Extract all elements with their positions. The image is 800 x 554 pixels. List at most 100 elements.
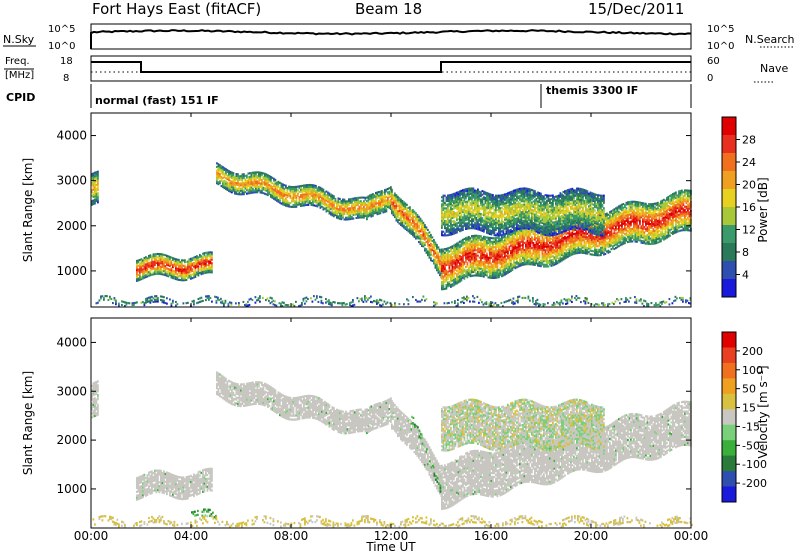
- heatmap-cell: [261, 184, 263, 187]
- heatmap-cell: [282, 196, 284, 199]
- heatmap-cell: [289, 187, 292, 190]
- heatmap-cell: [418, 237, 420, 240]
- heatmap-cell: [407, 215, 410, 218]
- heatmap-cell: [453, 280, 455, 283]
- heatmap-cell: [475, 260, 478, 263]
- heatmap-cell: [456, 262, 458, 265]
- heatmap-cell: [262, 181, 265, 184]
- heatmap-cell: [489, 260, 491, 263]
- heatmap-cell: [343, 213, 346, 216]
- heatmap-cell: [250, 186, 253, 189]
- heatmap-cell: [416, 215, 419, 218]
- heatmap-cell: [315, 192, 317, 195]
- heatmap-cell: [463, 254, 466, 257]
- heatmap-cell: [309, 200, 311, 203]
- heatmap-cell: [143, 276, 146, 279]
- heatmap-cell: [184, 268, 186, 271]
- heatmap-cell: [173, 264, 176, 267]
- heatmap-cell: [450, 284, 452, 287]
- heatmap-cell: [274, 178, 277, 181]
- heatmap-cell: [468, 237, 470, 240]
- heatmap-cell: [188, 276, 191, 279]
- heatmap-cell: [206, 271, 209, 274]
- heatmap-cell: [453, 246, 455, 249]
- heatmap-cell: [288, 203, 290, 206]
- heatmap-cell: [412, 218, 414, 221]
- heatmap-cell: [264, 187, 266, 190]
- heatmap-cell: [219, 167, 221, 170]
- heatmap-cell: [270, 184, 272, 187]
- heatmap-cell: [231, 182, 233, 185]
- heatmap-cell: [394, 214, 396, 217]
- heatmap-cell: [466, 265, 469, 268]
- heatmap-cell: [304, 187, 307, 190]
- heatmap-cell: [460, 275, 463, 278]
- heatmap-cell: [137, 264, 140, 267]
- heatmap-cell: [97, 201, 99, 204]
- heatmap-cell: [175, 276, 177, 279]
- heatmap-cell: [543, 240, 545, 243]
- heatmap-cell: [437, 266, 440, 269]
- heatmap-cell: [202, 270, 204, 273]
- heatmap-cell: [439, 248, 441, 251]
- heatmap-cell: [384, 209, 386, 212]
- heatmap-cell: [182, 279, 185, 282]
- heatmap-cell: [427, 239, 429, 242]
- heatmap-cell: [456, 253, 458, 256]
- heatmap-cell: [448, 261, 451, 264]
- heatmap-cell: [187, 275, 189, 278]
- heatmap-cell: [250, 190, 253, 193]
- heatmap-cell: [277, 180, 280, 183]
- heatmap-cell: [394, 192, 396, 195]
- heatmap-cell: [597, 252, 599, 255]
- heatmap-cell: [447, 247, 449, 250]
- heatmap-cell: [400, 214, 402, 217]
- heatmap-cell: [167, 264, 170, 267]
- heatmap-cell: [472, 269, 475, 272]
- heatmap-cell: [390, 193, 392, 196]
- heatmap-cell: [457, 247, 460, 250]
- heatmap-cell: [453, 255, 455, 258]
- heatmap-cell: [442, 275, 445, 278]
- heatmap-cell: [92, 186, 95, 189]
- heatmap-cell: [241, 187, 244, 190]
- heatmap-cell: [456, 276, 458, 279]
- heatmap-cell: [462, 260, 464, 263]
- heatmap-cell: [261, 179, 263, 182]
- heatmap-cell: [146, 257, 149, 260]
- heatmap-cell: [303, 188, 305, 191]
- heatmap-cell: [181, 262, 183, 265]
- heatmap-cell: [331, 205, 334, 208]
- heatmap-cell: [471, 235, 473, 238]
- heatmap-cell: [289, 193, 292, 196]
- heatmap-cell: [301, 201, 304, 204]
- power-heatmap-cells: [91, 162, 692, 308]
- heatmap-cell: [456, 248, 458, 251]
- heatmap-cell: [442, 255, 445, 258]
- heatmap-cell: [342, 200, 344, 203]
- heatmap-cell: [346, 211, 349, 214]
- heatmap-cell: [139, 267, 141, 270]
- heatmap-cell: [357, 200, 359, 203]
- heatmap-cell: [400, 209, 402, 212]
- heatmap-cell: [453, 267, 455, 270]
- heatmap-cell: [319, 203, 322, 206]
- heatmap-cell: [164, 259, 167, 262]
- heatmap-cell: [211, 251, 213, 254]
- heatmap-cell: [424, 224, 426, 227]
- heatmap-cell: [378, 205, 380, 208]
- heatmap-cell: [176, 260, 179, 263]
- heatmap-cell: [142, 264, 144, 267]
- heatmap-cell: [457, 265, 460, 268]
- heatmap-cell: [507, 252, 509, 255]
- heatmap-cell: [407, 228, 410, 231]
- heatmap-cell: [172, 269, 174, 272]
- heatmap-cell: [283, 187, 286, 190]
- heatmap-cell: [403, 212, 405, 215]
- heatmap-cell: [447, 285, 449, 288]
- heatmap-cell: [202, 252, 204, 255]
- heatmap-cell: [259, 189, 262, 192]
- heatmap-cell: [444, 259, 446, 262]
- heatmap-cell: [143, 262, 146, 265]
- heatmap-cell: [265, 173, 268, 176]
